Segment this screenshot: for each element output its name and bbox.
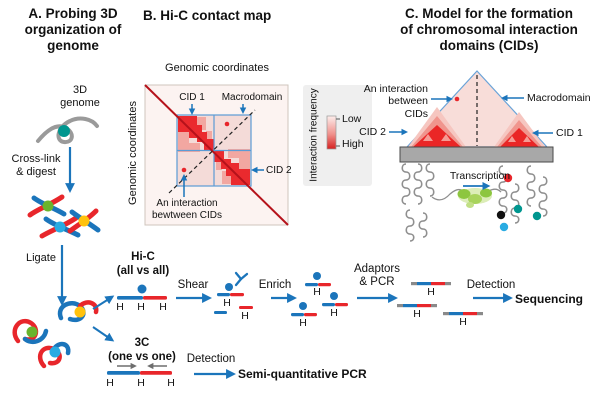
- anti-diagonal-dashed: [168, 109, 256, 194]
- h-site-label: H: [167, 377, 175, 389]
- h-site-label: H: [137, 377, 145, 389]
- map-y-axis-label: Genomic coordinates: [127, 101, 139, 205]
- cid1-block: [178, 116, 214, 152]
- panel-b-title: B. Hi-C contact map: [143, 8, 272, 23]
- map-pointer-arrows: [180, 104, 264, 197]
- hic-ligated-fragment: [117, 284, 167, 300]
- ligate-label: Ligate: [26, 252, 56, 264]
- h-site-label: H: [427, 286, 435, 298]
- enriched-fragments: [291, 272, 348, 317]
- to-hic-arrow: [92, 295, 115, 310]
- cid1-mountain: [494, 112, 545, 147]
- shear-label: Shear: [177, 279, 209, 291]
- map-macrodomain-label: Macrodomain: [221, 92, 283, 103]
- h-site-label: H: [106, 377, 114, 389]
- red-bead: [503, 173, 513, 183]
- colorbar: [326, 115, 337, 150]
- legend-axis-label: Interaction frequency: [308, 88, 320, 182]
- model-cid1-label: CID 1: [556, 127, 583, 139]
- adaptor-pcr-products: [397, 282, 483, 316]
- transcription-label: Transcription: [449, 170, 511, 182]
- rna-polymerase: [457, 188, 492, 208]
- sheared-fragments: [214, 271, 253, 314]
- h-site-label: H: [330, 307, 338, 319]
- genome-label: 3D genome: [60, 84, 100, 109]
- 3c-label: 3C (one vs one): [108, 337, 176, 363]
- h-site-label: H: [313, 286, 321, 298]
- model-cid2-label: CID 2: [359, 126, 386, 138]
- teal-bead-2: [532, 211, 542, 221]
- interaction-frequency-legend: [303, 85, 372, 186]
- hic-label: Hi-C (all vs all): [116, 251, 170, 277]
- legend-low-label: Low: [342, 113, 362, 125]
- dna-supercoils: [401, 163, 548, 242]
- macrodomain-grid: [176, 114, 252, 187]
- chromosome-axis-bar: [399, 146, 554, 163]
- h-site-label: H: [159, 301, 167, 313]
- legend-high-label: High: [342, 138, 364, 150]
- map-x-axis-label: Genomic coordinates: [165, 62, 269, 74]
- antibody-icon: [234, 271, 249, 287]
- h-site-label: H: [223, 297, 231, 309]
- h-site-label: H: [413, 308, 421, 320]
- 3c-fragment: [107, 371, 172, 375]
- bead-markers: [496, 173, 542, 232]
- genome-squiggle: [36, 116, 99, 145]
- h-site-label: H: [116, 301, 124, 313]
- cid2-mountain: [408, 107, 466, 147]
- biotin-dot: [137, 284, 147, 294]
- map-interaction-note: An interaction bewtween CIDs: [151, 198, 223, 221]
- cid-interaction-dot-upper: [224, 121, 230, 127]
- digested-fragments: [27, 194, 101, 239]
- h-site-label: H: [137, 301, 145, 313]
- teal-bead-1: [513, 204, 523, 214]
- sequencing-label: Sequencing: [515, 292, 584, 306]
- map-cid1-label: CID 1: [179, 92, 205, 103]
- black-bead: [496, 210, 506, 220]
- semi-quantitative-pcr-label: Semi-quantitative PCR: [238, 367, 367, 381]
- h-site-label: H: [299, 317, 307, 329]
- detection-seq-label: Detection: [466, 279, 516, 291]
- enrich-label: Enrich: [258, 279, 292, 291]
- detection-pcr-label: Detection: [186, 353, 236, 365]
- model-macrodomain-label: Macrodomain: [527, 92, 591, 104]
- cyan-bead: [499, 222, 509, 232]
- ligated-products: [12, 300, 99, 369]
- to-3c-arrow: [92, 326, 115, 342]
- model-interaction-dot: [454, 96, 460, 102]
- main-diagonal: [144, 84, 289, 226]
- h-site-label: H: [241, 310, 249, 322]
- h-site-label: H: [459, 316, 467, 328]
- map-cid2-label: CID 2: [266, 165, 292, 176]
- panel-a-title: A. Probing 3D organization of genome: [24, 6, 122, 53]
- adaptors-pcr-label: Adaptors & PCR: [353, 263, 401, 288]
- contact-map: [144, 84, 289, 226]
- crosslink-protein-dot: [58, 125, 70, 137]
- cid-model: [389, 70, 554, 242]
- model-pointer-arrows: [389, 94, 553, 137]
- crosslink-label: Cross-link & digest: [11, 153, 61, 178]
- h-site-labels: H H H H H H H H H H H H H H: [106, 286, 467, 389]
- panel-c-title: C. Model for the formation of chromosoma…: [400, 6, 578, 53]
- cid-interaction-dot-lower: [181, 167, 187, 173]
- model-interaction-label: An interaction between CIDs: [363, 83, 428, 120]
